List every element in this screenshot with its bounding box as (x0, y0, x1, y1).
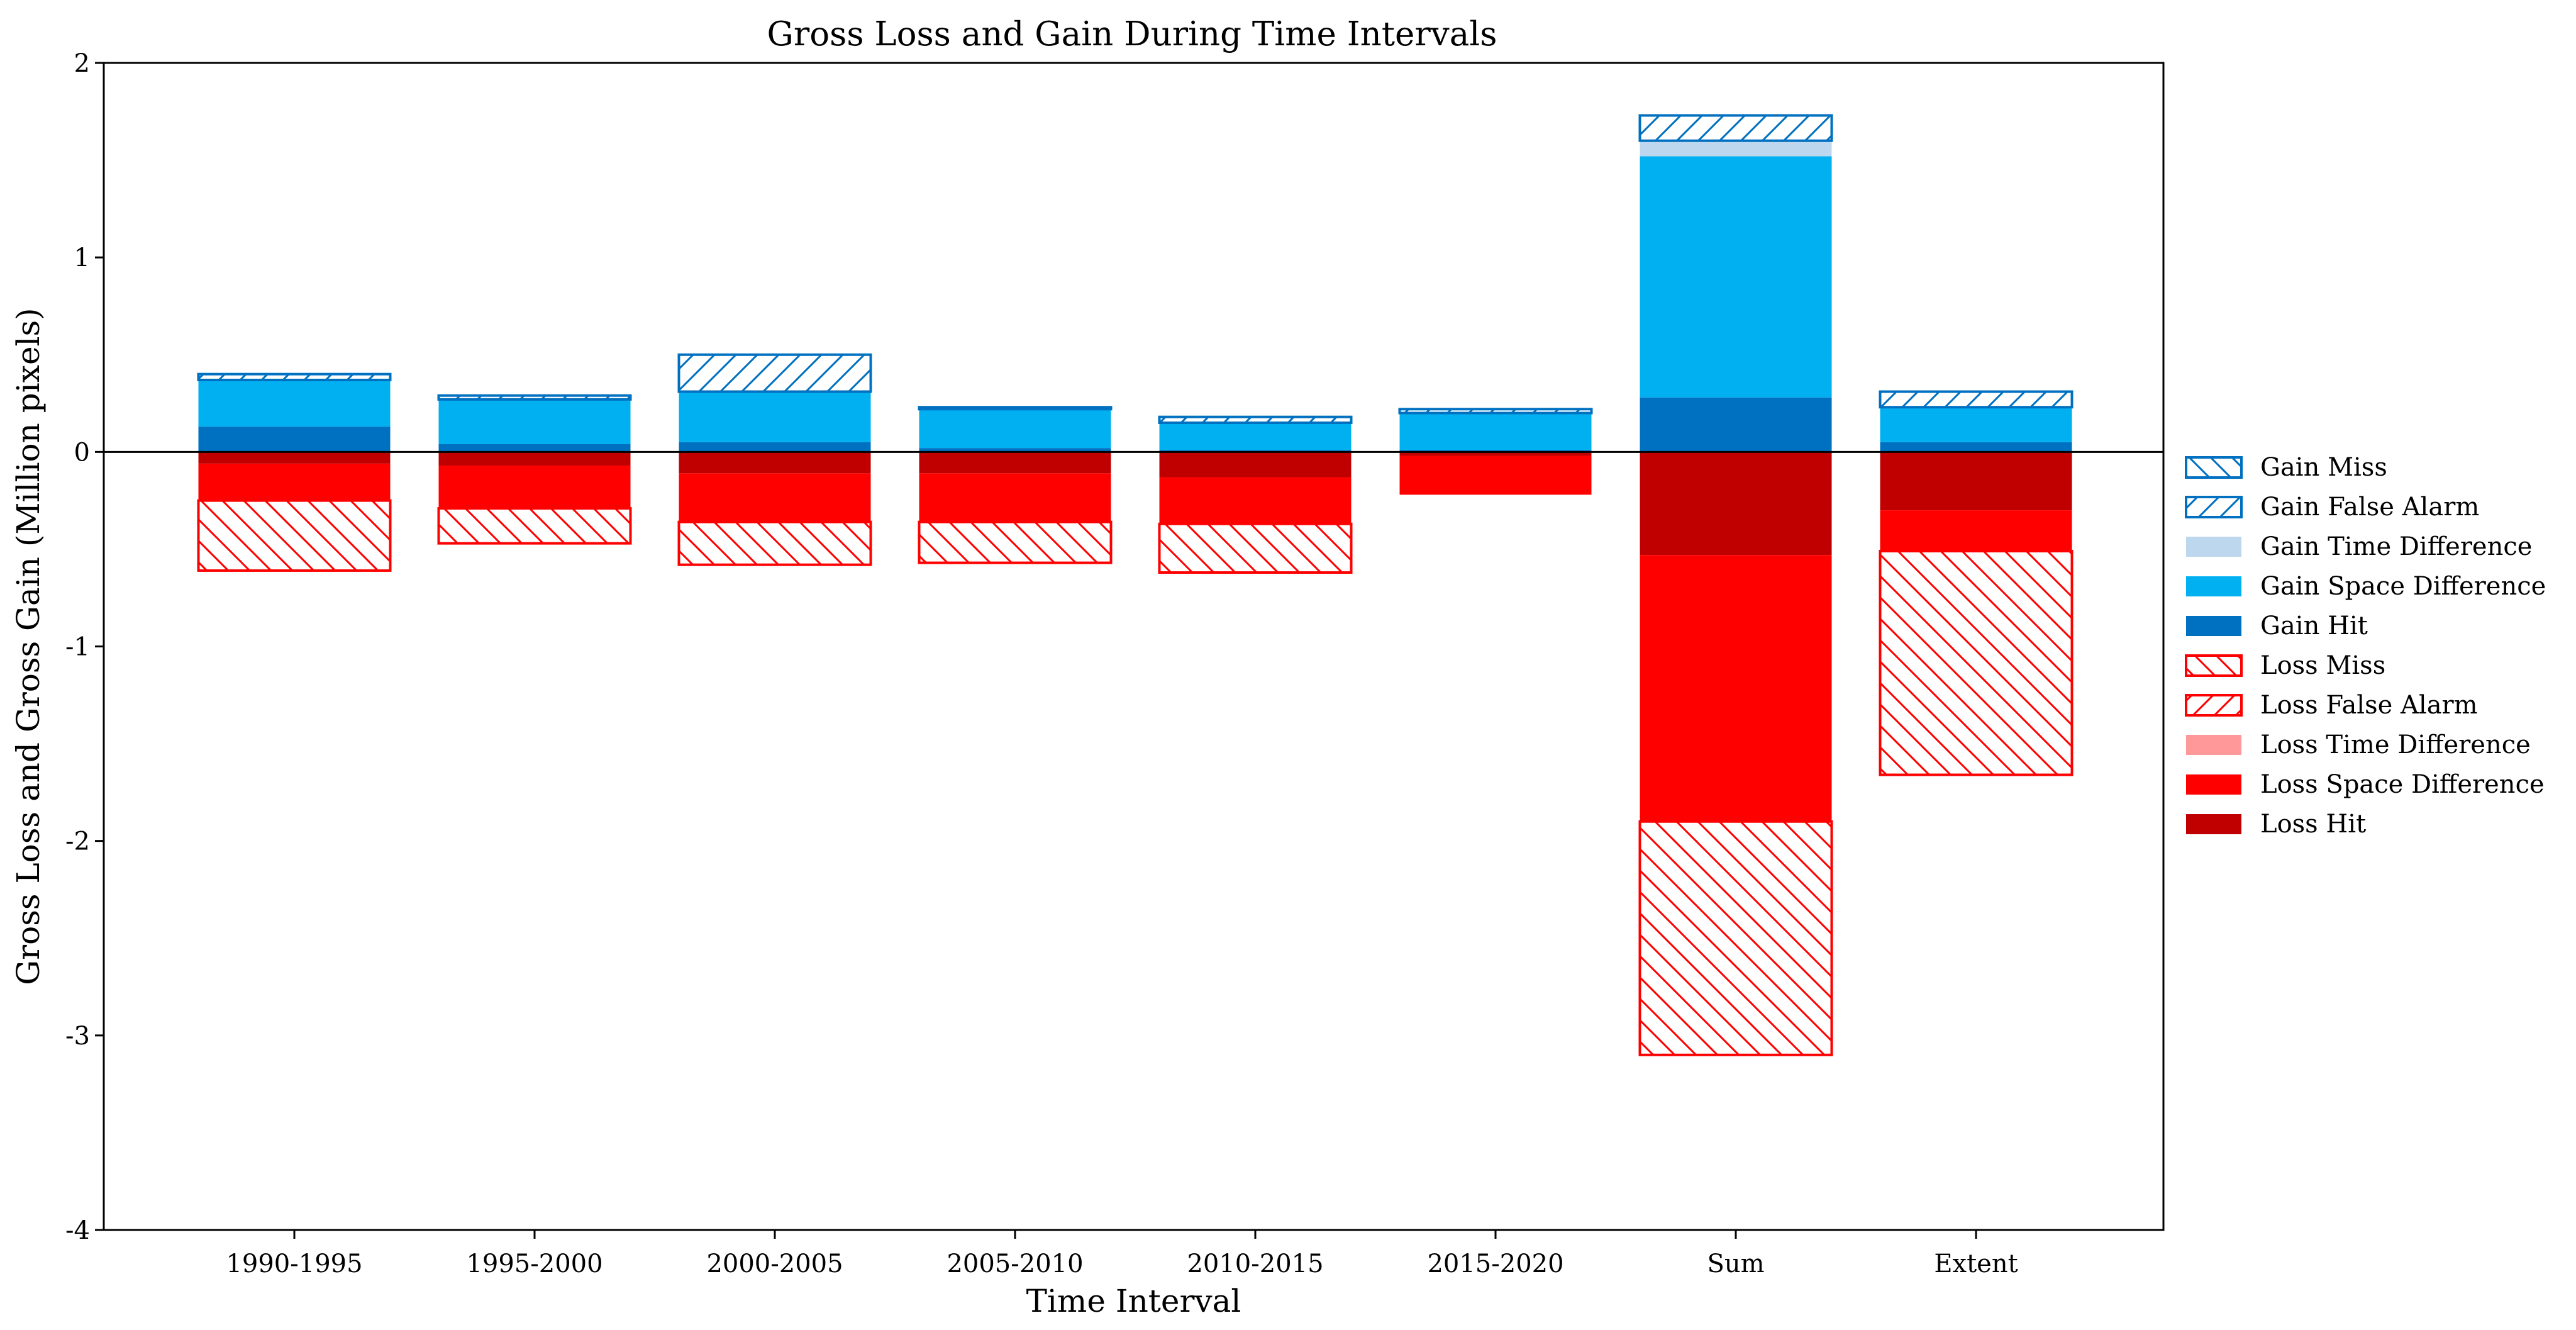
legend-label-loss-false-alarm: Loss False Alarm (2260, 691, 2478, 720)
legend-swatch-gain-hit (2186, 616, 2241, 636)
bar-gain-false-alarm-1995-2000 (437, 394, 632, 401)
bar-loss-hit-2005-2010 (919, 452, 1111, 474)
x-tick-label: Sum (1707, 1249, 1764, 1278)
y-tick-label: 0 (74, 438, 90, 467)
bar-loss-miss-1995-2000 (437, 506, 632, 545)
bar-loss-space-difference-2010-2015 (1159, 477, 1352, 524)
bar-loss-hit-2010-2015 (1159, 452, 1352, 478)
bar-loss-miss-1990-1995 (197, 499, 392, 572)
legend-label-gain-time-difference: Gain Time Difference (2260, 532, 2532, 561)
x-tick-label: 1995-2000 (466, 1249, 602, 1278)
y-tick-label: -1 (65, 633, 90, 662)
legend-swatch-gain-miss (2185, 456, 2243, 479)
bar-gain-false-alarm-2010-2015 (1158, 415, 1353, 424)
y-tick-label: 2 (74, 49, 90, 78)
bar-gain-false-alarm-2015-2020 (1398, 408, 1593, 415)
bar-loss-space-difference-1990-1995 (198, 463, 391, 501)
x-tick-label: 2015-2020 (1427, 1249, 1563, 1278)
legend-swatch-loss-false-alarm (2185, 694, 2243, 717)
bar-loss-miss-2000-2005 (677, 520, 872, 566)
legend-label-gain-miss: Gain Miss (2260, 453, 2387, 482)
legend-label-loss-hit: Loss Hit (2260, 810, 2366, 839)
bar-gain-hit-2000-2005 (679, 442, 871, 452)
y-tick-label: -3 (65, 1022, 90, 1051)
bar-loss-miss-extent (1879, 550, 2074, 776)
bar-gain-false-alarm-2005-2010 (918, 406, 1113, 411)
bar-loss-hit-1995-2000 (438, 452, 631, 466)
bar-loss-space-difference-2005-2010 (919, 473, 1111, 522)
y-tick-label: -4 (65, 1216, 90, 1245)
legend-swatch-gain-time-difference (2186, 537, 2241, 557)
bar-loss-miss-2010-2015 (1158, 522, 1353, 574)
bar-gain-space-difference-1995-2000 (438, 399, 631, 444)
bar-gain-hit-2010-2015 (1159, 450, 1352, 452)
x-tick-label: Extent (1934, 1249, 2018, 1278)
legend-swatch-loss-space-difference (2186, 774, 2241, 795)
legend-label-gain-hit: Gain Hit (2260, 612, 2368, 640)
bar-gain-space-difference-2015-2020 (1399, 413, 1592, 450)
bar-loss-hit-extent (1880, 452, 2072, 511)
legend-swatch-loss-time-difference (2186, 735, 2241, 755)
x-axis-label: Time Interval (1026, 1283, 1241, 1319)
legend-swatch-gain-space-difference (2186, 576, 2241, 596)
legend-label-loss-time-difference: Loss Time Difference (2260, 730, 2531, 759)
bar-gain-false-alarm-extent (1879, 390, 2074, 409)
x-axis-ticks: 1990-1995 1995-2000 2000-2005 2005-2010 2010… (226, 1230, 2018, 1278)
bar-gain-hit-1990-1995 (198, 427, 391, 452)
bar-gain-space-difference-sum (1640, 156, 1832, 398)
bar-loss-space-difference-1995-2000 (438, 465, 631, 508)
legend-swatch-gain-false-alarm (2185, 496, 2243, 518)
bar-loss-space-difference-2000-2005 (679, 473, 871, 522)
bar-loss-miss-2005-2010 (918, 520, 1113, 564)
y-axis-ticks: -4 -3 -2 -1 0 1 2 (65, 49, 104, 1245)
bar-loss-hit-1990-1995 (198, 452, 391, 464)
x-tick-label: 2000-2005 (706, 1249, 843, 1278)
bar-gain-false-alarm-2000-2005 (677, 353, 872, 393)
bar-loss-miss-sum (1638, 820, 1833, 1056)
legend: Gain Miss Gain False Alarm Gain Time Diffe… (2185, 453, 2546, 839)
bars-layer (197, 114, 2074, 1056)
y-tick-label: 1 (74, 243, 90, 272)
y-tick-label: -2 (65, 827, 90, 856)
bar-gain-space-difference-2000-2005 (679, 391, 871, 442)
bar-gain-hit-2015-2020 (1399, 450, 1592, 452)
bar-gain-space-difference-2005-2010 (919, 409, 1111, 449)
bar-gain-hit-extent (1880, 442, 2072, 452)
bar-gain-time-difference-sum (1640, 140, 1832, 157)
bar-gain-space-difference-1990-1995 (198, 379, 391, 427)
x-tick-label: 2010-2015 (1187, 1249, 1323, 1278)
bar-gain-hit-1995-2000 (438, 444, 631, 452)
bar-gain-false-alarm-1990-1995 (197, 372, 392, 381)
chart-title: Gross Loss and Gain During Time Interval… (767, 15, 1497, 53)
legend-swatch-loss-miss (2185, 654, 2243, 677)
legend-label-loss-space-difference: Loss Space Difference (2260, 770, 2545, 799)
bar-gain-space-difference-extent (1880, 407, 2072, 442)
bar-gain-false-alarm-sum (1638, 114, 1833, 142)
bar-loss-space-difference-sum (1640, 555, 1832, 822)
y-axis-label: Gross Loss and Gross Gain (Million pixel… (10, 308, 47, 985)
bar-gain-hit-sum (1640, 397, 1832, 452)
legend-label-loss-miss: Loss Miss (2260, 651, 2385, 680)
legend-swatch-loss-hit (2186, 814, 2241, 834)
plot-frame (103, 62, 2165, 1231)
bar-loss-hit-sum (1640, 452, 1832, 556)
legend-label-gain-space-difference: Gain Space Difference (2260, 572, 2546, 601)
bar-gain-hit-2005-2010 (919, 448, 1111, 452)
x-tick-label: 1990-1995 (226, 1249, 362, 1278)
bar-gain-space-difference-2010-2015 (1159, 422, 1352, 450)
bar-loss-hit-2000-2005 (679, 452, 871, 474)
bar-loss-space-difference-2015-2020 (1399, 455, 1592, 495)
bar-loss-space-difference-extent (1880, 510, 2072, 552)
legend-label-gain-false-alarm: Gain False Alarm (2260, 493, 2479, 522)
bar-loss-hit-2015-2020 (1399, 452, 1592, 456)
x-tick-label: 2005-2010 (947, 1249, 1083, 1278)
